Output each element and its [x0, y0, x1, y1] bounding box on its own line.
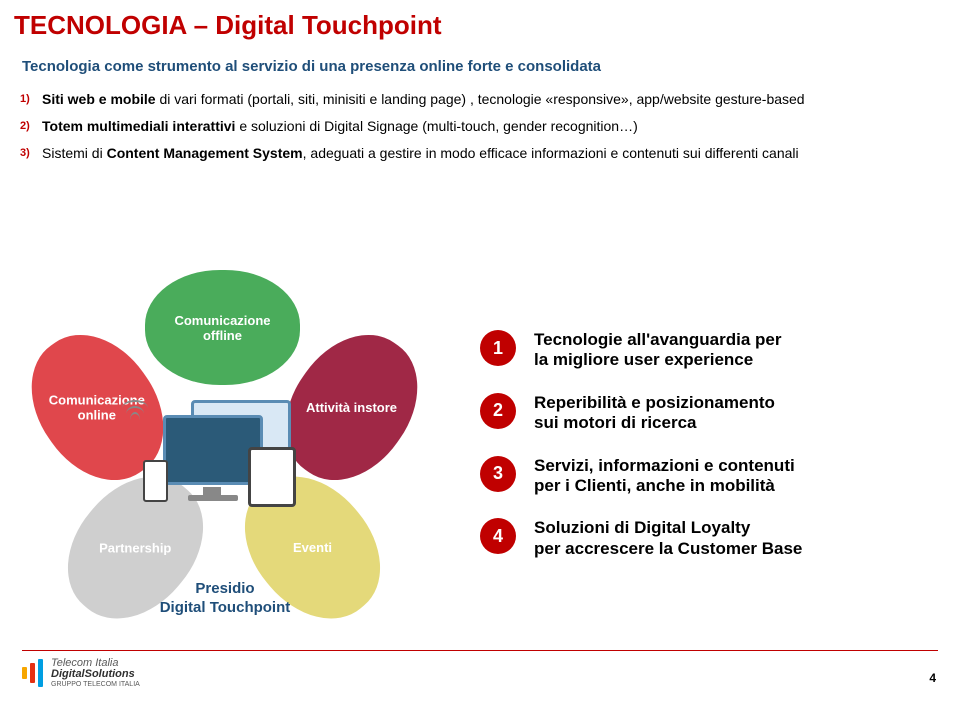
logo-text: Telecom Italia DigitalSolutions GRUPPO T…	[51, 658, 140, 688]
diagram-center-label: Presidio Digital Touchpoint	[145, 580, 305, 618]
bullet-text: Reperibilità e posizionamento sui motori…	[534, 393, 775, 434]
list-number: 3)	[20, 144, 42, 161]
page-title: TECNOLOGIA – Digital Touchpoint	[8, 8, 448, 43]
logo-bars-icon	[22, 659, 43, 687]
bullet-number-circle: 3	[480, 456, 516, 492]
list-item: 2) Totem multimediali interattivi e solu…	[20, 117, 920, 136]
bullet-row: 4 Soluzioni di Digital Loyalty per accre…	[480, 518, 940, 559]
list-text: Siti web e mobile di vari formati (porta…	[42, 90, 805, 109]
list-item: 3) Sistemi di Content Management System,…	[20, 144, 920, 163]
monitor-base	[188, 495, 238, 501]
devices-icon	[133, 395, 318, 525]
main-numbered-list: 1) Siti web e mobile di vari formati (po…	[20, 90, 920, 171]
petal-label: Comunicazione offline	[174, 313, 270, 343]
bullet-text: Soluzioni di Digital Loyalty per accresc…	[534, 518, 802, 559]
list-text: Sistemi di Content Management System, ad…	[42, 144, 799, 163]
bullet-row: 3 Servizi, informazioni e contenuti per …	[480, 456, 940, 497]
page-subtitle: Tecnologia come strumento al servizio di…	[22, 58, 601, 75]
bullet-number-circle: 1	[480, 330, 516, 366]
logo-line3: GRUPPO TELECOM ITALIA	[51, 681, 140, 688]
page-number: 4	[929, 671, 936, 685]
petal-top: Comunicazione offline	[145, 270, 300, 385]
list-number: 2)	[20, 117, 42, 134]
tablet-icon	[248, 447, 296, 507]
petal-diagram: Comunicazione offline Comunicazione onli…	[35, 280, 415, 640]
bullet-row: 2 Reperibilità e posizionamento sui moto…	[480, 393, 940, 434]
list-item: 1) Siti web e mobile di vari formati (po…	[20, 90, 920, 109]
numbered-bullets: 1 Tecnologie all'avanguardia per la migl…	[480, 330, 940, 581]
bullet-number-circle: 2	[480, 393, 516, 429]
bullet-row: 1 Tecnologie all'avanguardia per la migl…	[480, 330, 940, 371]
petal-label: Attività instore	[306, 400, 397, 415]
list-number: 1)	[20, 90, 42, 107]
bullet-number-circle: 4	[480, 518, 516, 554]
bullet-text: Servizi, informazioni e contenuti per i …	[534, 456, 795, 497]
footer-logo: Telecom Italia DigitalSolutions GRUPPO T…	[22, 655, 140, 691]
footer-divider	[22, 650, 938, 651]
bullet-text: Tecnologie all'avanguardia per la miglio…	[534, 330, 781, 371]
list-text: Totem multimediali interattivi e soluzio…	[42, 117, 638, 136]
logo-line2: DigitalSolutions	[51, 669, 140, 681]
phone-icon	[143, 460, 168, 502]
petal-label: Eventi	[293, 540, 332, 555]
petal-label: Partnership	[99, 540, 171, 555]
